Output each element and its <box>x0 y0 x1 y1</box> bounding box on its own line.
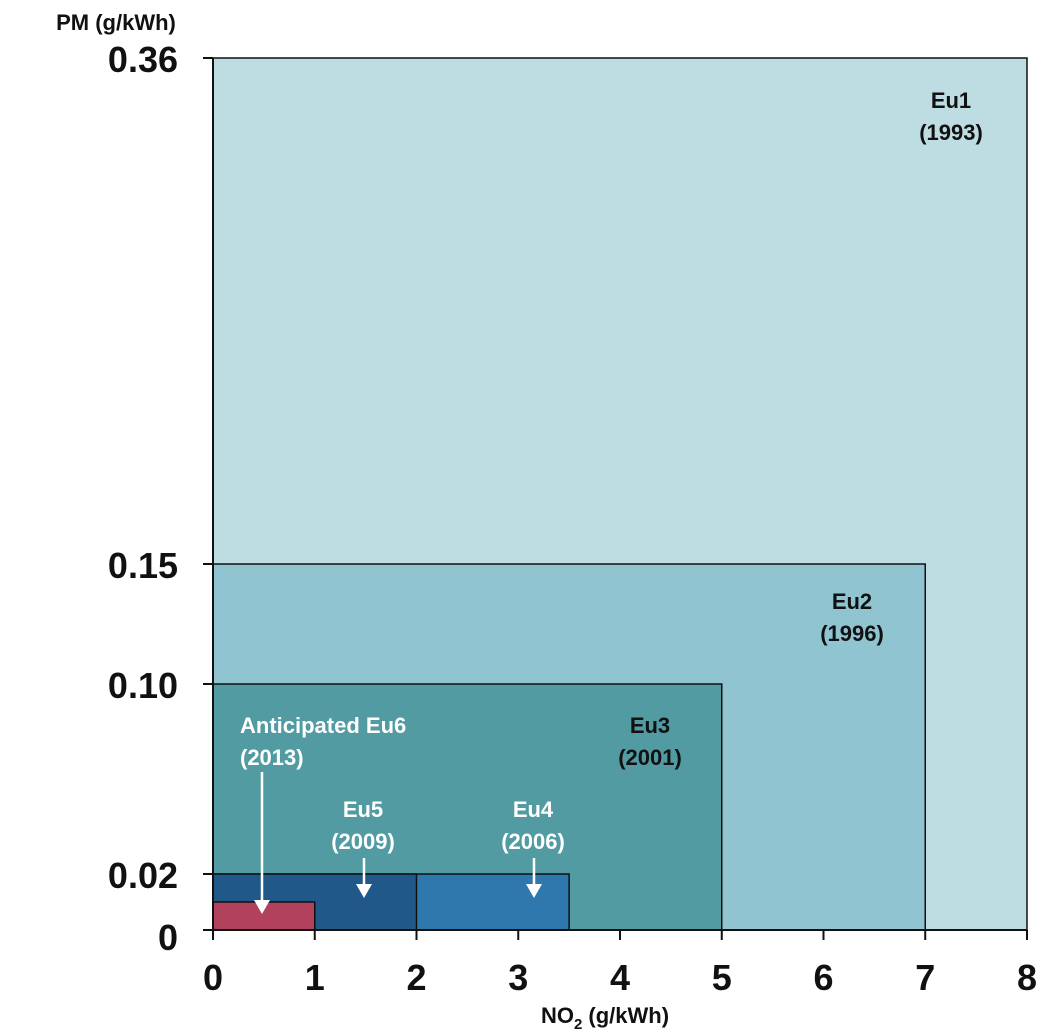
y-tick-label: 0.15 <box>108 545 178 586</box>
x-tick-label: 6 <box>813 957 833 998</box>
axes: 0 1 2 3 4 5 6 7 8 0.36 0.15 0.10 0.02 0 <box>108 39 1037 998</box>
y-tick-label: 0.36 <box>108 39 178 80</box>
y-tick-label: 0 <box>158 917 178 958</box>
x-tick-label: 4 <box>610 957 630 998</box>
x-tick-label: 1 <box>305 957 325 998</box>
x-tick-label: 0 <box>203 957 223 998</box>
x-tick-label: 7 <box>915 957 935 998</box>
regions <box>212 57 1028 931</box>
x-tick-label: 3 <box>508 957 528 998</box>
x-axis-label-sub: 2 <box>574 1016 582 1033</box>
eu1-label: Eu1 (1993) <box>919 88 983 145</box>
y-tick-label: 0.02 <box>108 855 178 896</box>
eu5-label: Eu5 (2009) <box>331 797 395 854</box>
region-labels: Eu1 (1993) Eu2 (1996) Eu3 (2001) Anticipate… <box>240 88 983 854</box>
x-axis-label-main: NO <box>541 1003 574 1028</box>
eu4-arrow <box>526 858 542 898</box>
eu5-arrow <box>356 858 372 898</box>
x-axis-label: NO2 (g/kWh) <box>541 1003 669 1033</box>
eu2-label: Eu2 (1996) <box>820 589 884 646</box>
x-ticks: 0 1 2 3 4 5 6 7 8 <box>203 930 1037 998</box>
y-tick-label: 0.10 <box>108 665 178 706</box>
arrows <box>254 772 542 914</box>
eu6-label: Anticipated Eu6 (2013) <box>240 713 406 770</box>
y-ticks: 0.36 0.15 0.10 0.02 0 <box>108 39 213 958</box>
y-axis-label: PM (g/kWh) <box>56 10 176 35</box>
eu4-label: Eu4 (2006) <box>501 797 565 854</box>
eu3-label: Eu3 (2001) <box>618 713 682 770</box>
x-axis-label-rest: (g/kWh) <box>582 1003 669 1028</box>
x-tick-label: 2 <box>406 957 426 998</box>
x-tick-label: 5 <box>712 957 732 998</box>
x-tick-label: 8 <box>1017 957 1037 998</box>
eu6-arrow <box>254 772 270 914</box>
